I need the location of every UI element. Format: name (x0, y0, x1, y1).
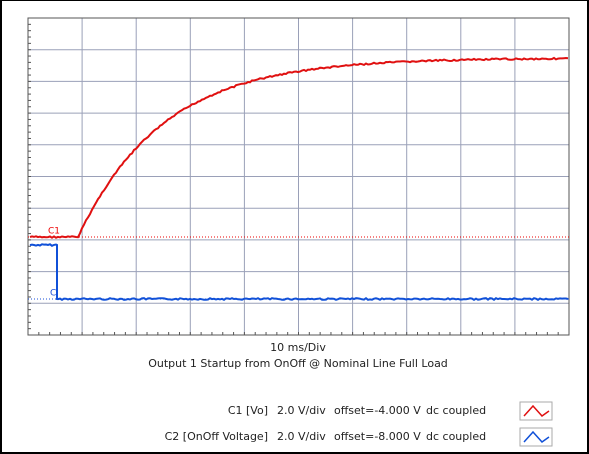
caption: Output 1 Startup from OnOff @ Nominal Li… (148, 357, 448, 370)
c1-icon (519, 401, 553, 421)
timebase: 10 ms/Div (270, 341, 326, 354)
channel-coupling: dc coupled (426, 404, 486, 417)
c1-marker: C1 (48, 227, 60, 237)
channel-scale: 2.0 V/div (277, 430, 326, 443)
c2-trace (29, 243, 569, 302)
channel-name: C2 [OnOff Voltage] (165, 430, 268, 443)
grid (27, 17, 570, 336)
c1-icon-wave (523, 404, 550, 417)
c2-icon-wave (523, 430, 550, 443)
plot-border (27, 17, 570, 336)
channel-offset: offset=-4.000 V (334, 404, 421, 417)
channel-name: C1 [Vo] (228, 404, 268, 417)
c2-marker: C (50, 289, 56, 299)
channel-scale: 2.0 V/div (277, 404, 326, 417)
c1-trace (29, 56, 569, 239)
channel-offset: offset=-8.000 V (334, 430, 421, 443)
c2-icon (519, 427, 553, 447)
channel-coupling: dc coupled (426, 430, 486, 443)
